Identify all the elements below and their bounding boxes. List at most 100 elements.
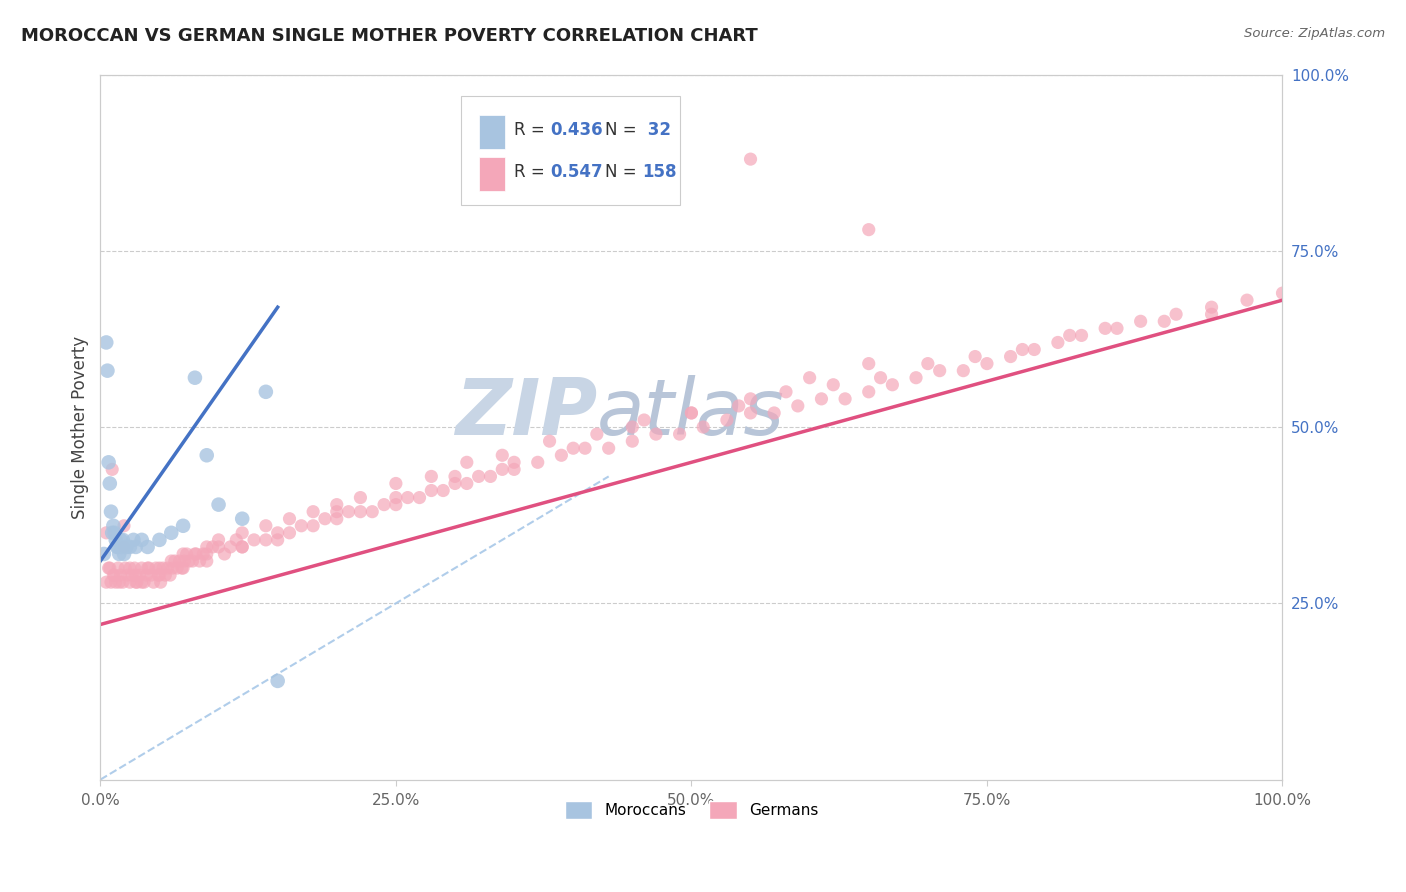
Point (136, 561, 159, 575)
Point (740, 406, 762, 420)
Point (456, 476, 478, 491)
Point (668, 427, 690, 442)
Point (111, 540, 134, 554)
Point (621, 420, 644, 434)
Point (105, 540, 128, 554)
Point (385, 476, 408, 491)
Point (145, 561, 167, 575)
Point (207, 498, 229, 512)
Point (361, 505, 384, 519)
Point (314, 512, 336, 526)
Point (207, 540, 229, 554)
Point (201, 540, 224, 554)
Point (869, 370, 891, 384)
Point (108, 575, 131, 590)
Point (184, 547, 207, 561)
Point (195, 540, 218, 554)
Point (207, 533, 229, 547)
Text: Source: ZipAtlas.com: Source: ZipAtlas.com (1244, 27, 1385, 40)
Point (195, 448, 218, 462)
Point (763, 406, 786, 420)
Point (122, 533, 145, 547)
Point (181, 554, 204, 568)
Point (1271, 286, 1294, 301)
Point (115, 540, 138, 554)
Point (1094, 321, 1116, 335)
Point (177, 554, 200, 568)
Point (103, 518, 125, 533)
Point (111, 575, 134, 590)
Point (169, 554, 191, 568)
Point (125, 575, 148, 590)
Point (1236, 293, 1258, 307)
Point (716, 413, 738, 427)
Point (101, 462, 124, 476)
Point (149, 575, 172, 590)
Point (188, 554, 211, 568)
Y-axis label: Single Mother Poverty: Single Mother Poverty (72, 335, 89, 518)
Point (633, 413, 655, 427)
Point (172, 518, 194, 533)
Point (166, 561, 188, 575)
Point (1129, 314, 1152, 328)
Point (104, 533, 127, 547)
Point (266, 525, 288, 540)
Point (254, 384, 277, 399)
Point (278, 512, 301, 526)
Point (976, 357, 998, 371)
Point (107, 540, 129, 554)
FancyBboxPatch shape (478, 157, 505, 191)
Point (1201, 300, 1223, 314)
Point (526, 455, 548, 469)
Point (775, 384, 797, 399)
Point (231, 540, 253, 554)
Point (93, 547, 115, 561)
Point (278, 525, 301, 540)
Text: 0.547: 0.547 (551, 163, 603, 181)
Point (491, 448, 513, 462)
Point (503, 455, 526, 469)
Point (138, 561, 160, 575)
Text: 158: 158 (641, 163, 676, 181)
Point (302, 518, 325, 533)
Text: ZIP: ZIP (454, 375, 598, 451)
Point (162, 561, 184, 575)
Point (645, 427, 668, 442)
Point (125, 575, 148, 590)
Point (1000, 350, 1022, 364)
Point (231, 540, 253, 554)
Point (118, 540, 141, 554)
Point (727, 399, 749, 413)
Point (148, 568, 170, 582)
Point (266, 533, 288, 547)
Point (550, 448, 572, 462)
Point (467, 469, 489, 483)
Point (917, 357, 939, 371)
Point (112, 547, 135, 561)
Point (152, 561, 174, 575)
Point (810, 392, 832, 406)
Point (928, 364, 950, 378)
Point (107, 561, 129, 575)
Point (385, 498, 408, 512)
Point (132, 575, 155, 590)
Text: R =: R = (515, 163, 550, 181)
Point (337, 505, 360, 519)
Point (118, 575, 141, 590)
Point (131, 561, 153, 575)
Point (195, 547, 218, 561)
Point (740, 392, 762, 406)
Point (1046, 335, 1069, 350)
Point (170, 561, 193, 575)
Point (135, 568, 157, 582)
Text: 32: 32 (641, 120, 671, 138)
Point (432, 483, 454, 498)
Point (121, 568, 143, 582)
Text: MOROCCAN VS GERMAN SINGLE MOTHER POVERTY CORRELATION CHART: MOROCCAN VS GERMAN SINGLE MOTHER POVERTY… (21, 27, 758, 45)
Point (160, 525, 183, 540)
Point (118, 561, 141, 575)
Point (160, 554, 183, 568)
Point (1059, 328, 1081, 343)
Point (254, 533, 277, 547)
Point (176, 547, 198, 561)
